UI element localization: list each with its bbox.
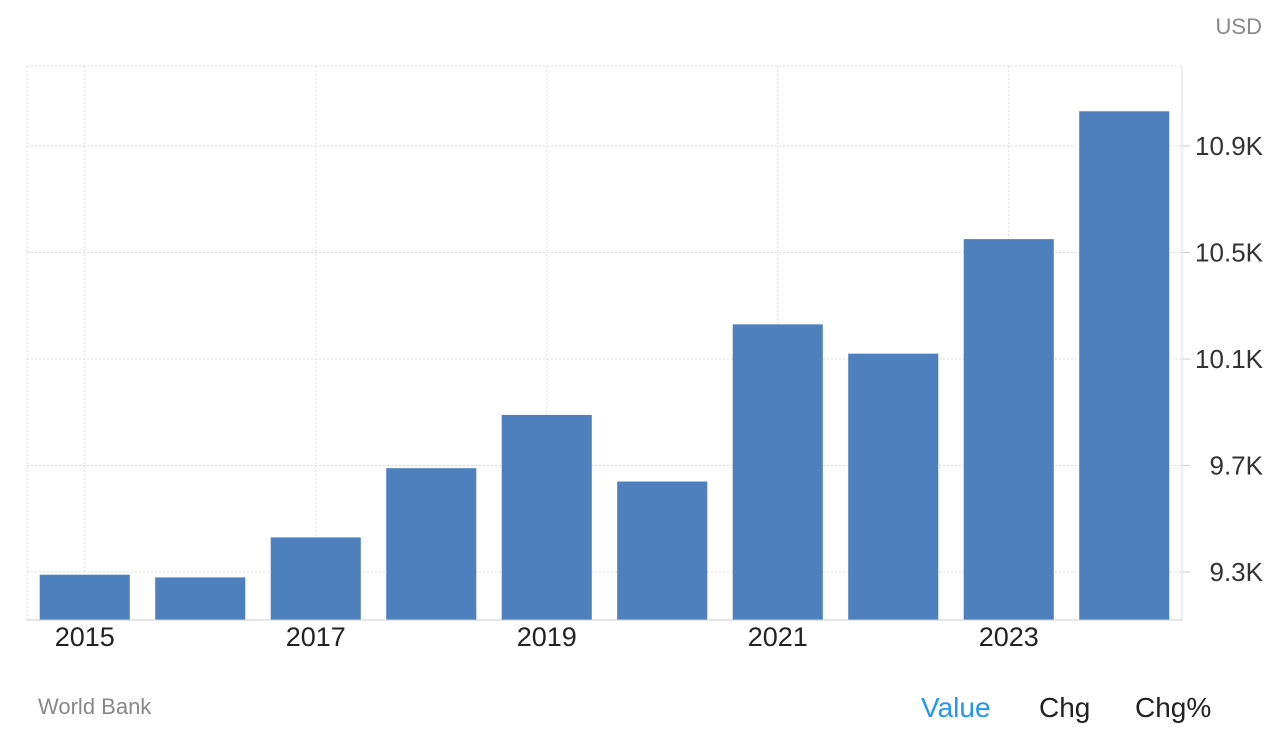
y-tick-label: 9.7K [1210,451,1264,481]
tab-chg-percent[interactable]: Chg% [1135,690,1211,726]
bar-2019[interactable] [501,414,592,620]
bar-2020[interactable] [617,481,708,621]
x-tick-label: 2021 [748,622,808,652]
x-tick-label: 2017 [286,622,346,652]
x-tick-label: 2015 [55,622,115,652]
bars [39,111,1170,621]
x-tick-label: 2019 [517,622,577,652]
bar-2018[interactable] [386,468,477,620]
y-axis: 9.3K 9.7K 10.1K 10.5K 10.9K [1182,131,1264,587]
tab-value[interactable]: Value [921,690,991,726]
bar-2021[interactable] [732,324,823,620]
bar-2016[interactable] [155,577,246,620]
bar-chart: 9.3K 9.7K 10.1K 10.5K 10.9K 2015 2017 2019 2021… [26,65,1264,652]
bar-2022[interactable] [848,353,939,620]
tab-chg[interactable]: Chg [1039,690,1090,726]
bar-2024[interactable] [1079,111,1170,621]
unit-label: USD [1215,14,1262,39]
bar-2017[interactable] [270,537,361,620]
view-tabs: Value Chg Chg% [0,690,1269,726]
y-tick-label: 10.9K [1195,131,1264,161]
x-tick-label: 2023 [979,622,1039,652]
x-axis: 2015 2017 2019 2021 2023 [27,619,1182,652]
y-tick-label: 10.5K [1195,237,1264,267]
source-label: World Bank [38,694,152,719]
y-tick-label: 10.1K [1195,344,1264,374]
y-tick-label: 9.3K [1210,557,1264,587]
bar-2023[interactable] [963,239,1054,620]
bar-2015[interactable] [39,574,130,620]
